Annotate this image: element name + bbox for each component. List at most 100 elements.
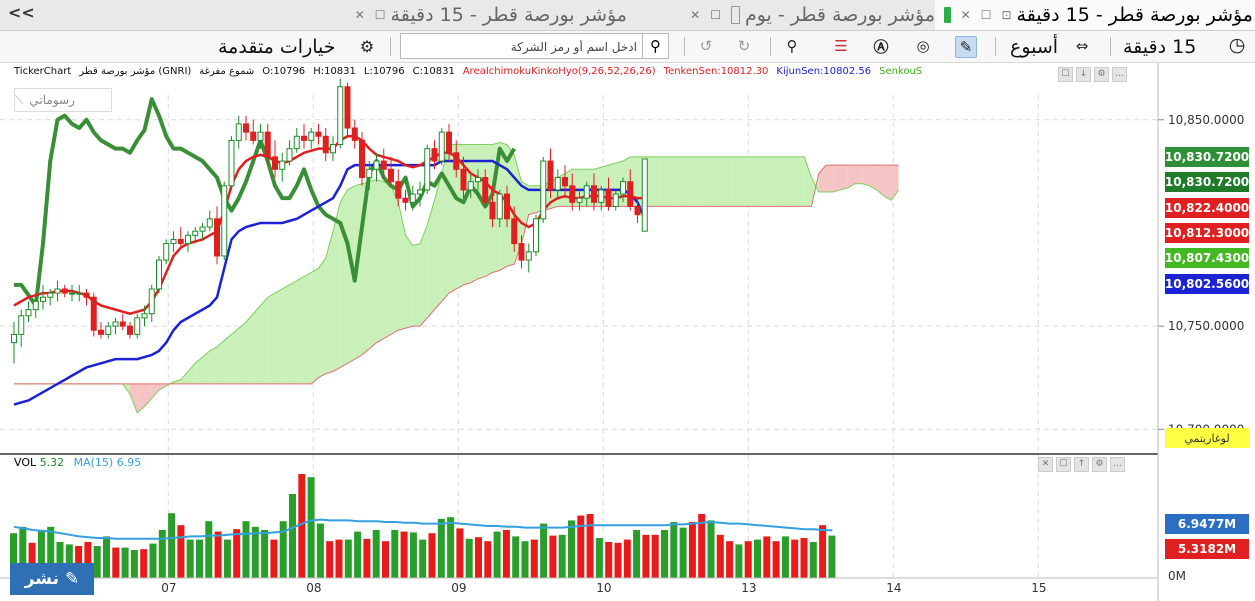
chikou-span-line: [14, 97, 516, 308]
tab-maximize-icon[interactable]: ☐: [980, 8, 992, 22]
volume-bar: [558, 534, 566, 578]
tab-qe-index-15min[interactable]: مؤشر بورصة قطر - 15 دقيقة ☐ ✕: [227, 0, 627, 30]
tab-pin-icon[interactable]: ⊡: [1001, 8, 1012, 22]
cloud-segment: [702, 156, 710, 207]
search-icon[interactable]: ⚲: [642, 34, 668, 58]
cloud-segment: [296, 276, 304, 384]
volume-bar: [400, 531, 408, 578]
candle-body: [460, 168, 467, 191]
advanced-options-button[interactable]: خيارات متقدمة: [218, 35, 336, 58]
candle-body: [576, 197, 583, 203]
alert-a-icon[interactable]: Ⓐ: [873, 37, 889, 56]
pane-more-icon[interactable]: …: [1112, 67, 1127, 82]
toolbar-separator: [770, 37, 771, 56]
cloud-segment: [202, 350, 210, 384]
candle-body: [583, 185, 590, 199]
kijun-value: KijunSen:10802.56: [776, 66, 872, 77]
candle-body: [177, 238, 184, 245]
candle-body: [250, 131, 257, 141]
price-tag: 10,830.7200: [1165, 172, 1249, 192]
undo-icon[interactable]: ↺: [699, 37, 713, 55]
cloud-segment: [398, 202, 406, 331]
volume-bar: [37, 530, 45, 578]
chart-area[interactable]: 10,850.000010,750.000010,700.00000708091…: [0, 63, 1255, 601]
candle-body: [228, 139, 235, 187]
candle-body: [192, 230, 199, 236]
price-chart[interactable]: 10,850.000010,750.000010,700.00000708091…: [0, 63, 1255, 601]
my-drawings-button[interactable]: رسوماتي ⟋: [14, 88, 112, 112]
cloud-segment: [325, 231, 333, 374]
tab-close-icon[interactable]: ✕: [354, 8, 365, 22]
candle-body: [286, 148, 293, 162]
candle-body: [293, 135, 300, 150]
binoculars-icon[interactable]: ⚲: [786, 37, 798, 55]
price-tag: 10,807.4300: [1165, 248, 1249, 268]
cloud-segment: [144, 383, 152, 407]
pane-up-icon[interactable]: ↑: [1074, 457, 1089, 472]
volume-bar: [214, 531, 222, 578]
period-selector[interactable]: أسبوع: [1010, 35, 1059, 58]
volume-pane-buttons: ✕ ☐ ↑ ⚙…: [1038, 457, 1125, 472]
tab-qe-index-15min-active[interactable]: مؤشر بورصة قطر - 15 دقيقة ⊡ ☐ ✕: [935, 0, 1255, 30]
tab-close-icon[interactable]: ✕: [960, 8, 971, 22]
candle-body: [612, 193, 619, 207]
pane-settings-icon[interactable]: ⚙: [1092, 457, 1107, 472]
tab-bar: مؤشر بورصة قطر - 15 دقيقة ⊡ ☐ ✕ مؤشر بور…: [0, 0, 1255, 31]
advanced-options-gear-icon[interactable]: ⚙: [359, 36, 375, 56]
candle-body: [634, 205, 641, 216]
pane-maximize-icon[interactable]: ☐: [1058, 67, 1073, 82]
cloud-segment: [782, 156, 790, 207]
company-search-input[interactable]: [429, 36, 639, 58]
period-arrows-icon: ⇔: [1075, 37, 1089, 55]
logarithmic-toggle[interactable]: لوغاريتمي: [1165, 428, 1249, 448]
price-tag: 10,822.4000: [1165, 198, 1249, 218]
interval-selector[interactable]: 15 دقيقة: [1123, 35, 1197, 58]
candle-body: [330, 144, 336, 154]
cloud-segment: [710, 156, 718, 207]
pane-close-icon[interactable]: ✕: [1038, 457, 1053, 472]
volume-value: 5.32: [39, 456, 65, 469]
volume-bar: [437, 518, 445, 578]
candle-body: [112, 321, 119, 327]
cloud-segment: [862, 165, 870, 186]
chart-type: شموع مفرغة: [199, 66, 255, 77]
cloud-segment: [876, 165, 884, 197]
tab-maximize-icon[interactable]: ☐: [374, 8, 386, 22]
candle-body: [496, 193, 503, 220]
cloud-segment: [427, 200, 435, 318]
tab-maximize-icon[interactable]: ☐: [710, 8, 721, 22]
cloud-segment: [130, 383, 138, 413]
redo-icon[interactable]: ↻: [737, 37, 751, 55]
bars-list-icon[interactable]: ☰: [834, 37, 848, 55]
candle-body: [620, 181, 626, 195]
candle-body: [279, 160, 286, 170]
volume-bar: [196, 539, 203, 578]
tab-close-icon[interactable]: ✕: [690, 8, 701, 22]
candle-body: [308, 131, 315, 141]
volume-bar: [800, 538, 808, 578]
tab-overflow-chevron-icon[interactable]: <<: [8, 3, 35, 22]
tab-qe-index-daily[interactable]: مؤشر بورصة قطر - يوم ☐ ✕: [630, 0, 935, 30]
volume-bar: [819, 525, 827, 578]
cloud-segment: [499, 142, 507, 271]
tab-title: مؤشر بورصة قطر - يوم: [744, 4, 935, 26]
volume-bar: [726, 541, 734, 578]
volume-bar: [577, 515, 585, 578]
tab-title: مؤشر بورصة قطر - 15 دقيقة: [390, 4, 627, 26]
candle-body: [25, 309, 32, 317]
indicator-icon[interactable]: ◎: [916, 37, 930, 55]
ichimoku-lines: [13, 97, 646, 406]
volume-bar: [84, 542, 92, 578]
pane-more-icon[interactable]: …: [1110, 457, 1125, 472]
pane-maximize-icon[interactable]: ☐: [1056, 457, 1071, 472]
cloud-segment: [391, 185, 399, 335]
draw-pen-icon[interactable]: ✎: [955, 36, 977, 58]
cloud-segment: [724, 156, 732, 207]
share-button[interactable]: نشر ✎: [10, 563, 94, 595]
candle-body: [446, 131, 452, 154]
cloud-segment: [231, 328, 239, 384]
low-value: L:10796: [363, 66, 405, 77]
pane-settings-icon[interactable]: ⚙: [1094, 67, 1109, 82]
volume-bar: [605, 542, 613, 578]
pane-down-icon[interactable]: ↓: [1076, 67, 1091, 82]
